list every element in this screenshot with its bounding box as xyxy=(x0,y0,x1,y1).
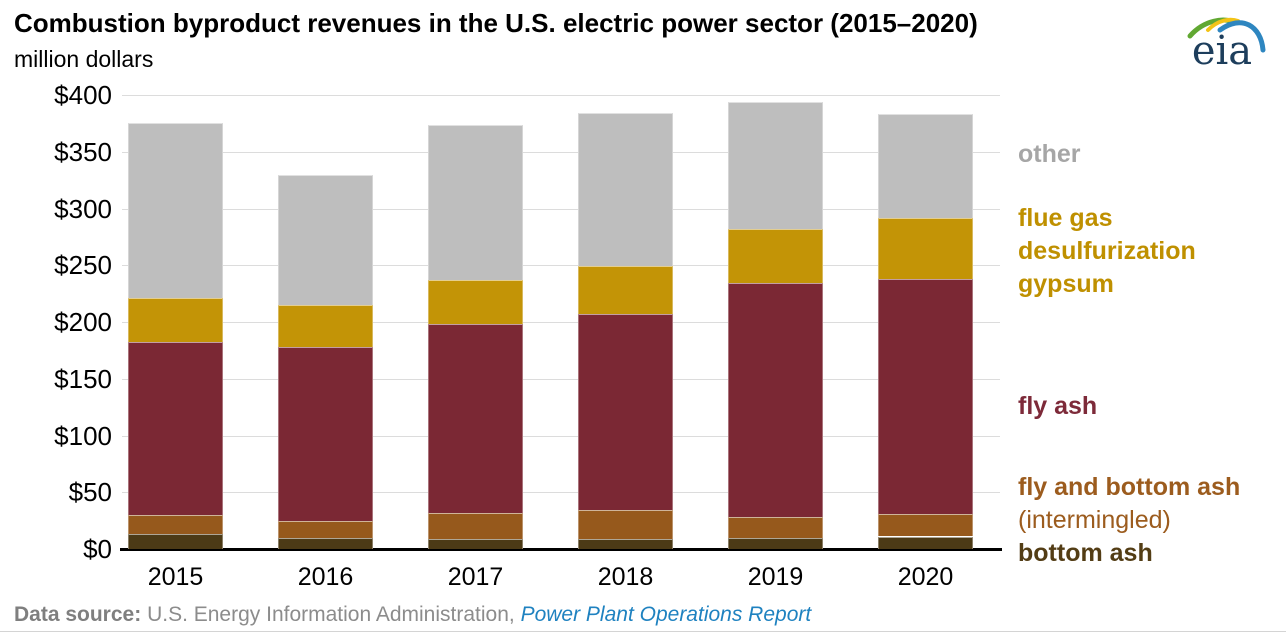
bar-segment-fly-ash-2017 xyxy=(428,324,523,513)
gridline-200 xyxy=(122,322,1000,323)
legend-item-bottom-ash: bottom ash xyxy=(1018,537,1286,570)
gridline-150 xyxy=(122,378,1000,380)
y-tick-label-50: $50 xyxy=(68,477,112,508)
bar-segment-flue-gas-desulfurization-gypsum-2020 xyxy=(878,217,973,279)
x-axis-line xyxy=(120,548,1002,551)
chart-title: Combustion byproduct revenues in the U.S… xyxy=(14,8,978,38)
gridline-100 xyxy=(122,435,1000,437)
bar-segment-fly-and-bottom-ash-intermingled-2015 xyxy=(128,515,223,535)
y-tick-label-100: $100 xyxy=(54,420,112,451)
y-tick-label-300: $300 xyxy=(54,193,112,224)
x-tick-label-2017: 2017 xyxy=(447,563,504,591)
bar-segment-other-2020 xyxy=(878,114,973,218)
logo-text: eia xyxy=(1192,28,1252,74)
bar-segment-fly-ash-2016 xyxy=(278,347,373,521)
y-tick-label-200: $200 xyxy=(54,307,112,337)
bar-segment-bottom-ash-2019 xyxy=(728,537,823,549)
legend-label-bottom-ash: bottom ash xyxy=(1018,539,1153,567)
bar-segment-flue-gas-desulfurization-gypsum-2015 xyxy=(128,298,223,343)
x-tick-label-2018: 2018 xyxy=(597,563,654,591)
chart-subtitle: million dollars xyxy=(14,46,154,72)
bar-segment-flue-gas-desulfurization-gypsum-2016 xyxy=(278,305,373,347)
bar-segment-bottom-ash-2018 xyxy=(578,538,673,549)
gridline-250 xyxy=(122,265,1000,267)
legend-label-fly-and-bottom-ash: fly and bottom ash xyxy=(1018,473,1241,501)
data-source-text: U.S. Energy Information Administration, xyxy=(147,603,521,626)
bar-segment-bottom-ash-2017 xyxy=(428,538,523,549)
legend-label-gypsum: gypsum xyxy=(1018,270,1114,298)
legend-label-intermingled: (intermingled) xyxy=(1018,506,1171,534)
x-tick-label-2015: 2015 xyxy=(147,563,204,591)
legend-item-other: other xyxy=(1018,138,1286,171)
legend-label-fly-ash: fly ash xyxy=(1018,392,1098,420)
data-source-label: Data source: xyxy=(14,603,142,626)
bar-segment-fly-ash-2015 xyxy=(128,342,223,515)
y-tick-label-150: $150 xyxy=(54,363,112,394)
gridline-300 xyxy=(122,208,1000,210)
bar-segment-fly-ash-2020 xyxy=(878,278,973,514)
eia-logo: eia xyxy=(1176,6,1268,76)
footer: Data source: U.S. Energy Information Adm… xyxy=(14,603,811,627)
report-link[interactable]: Power Plant Operations Report xyxy=(520,603,812,626)
bar-segment-fly-and-bottom-ash-intermingled-2017 xyxy=(428,512,523,539)
bar-segment-other-2018 xyxy=(578,113,673,267)
x-tick-label-2016: 2016 xyxy=(297,563,354,591)
legend-item-flue-gas: flue gas desulfurization gypsum xyxy=(1018,202,1286,301)
y-tick-label-250: $250 xyxy=(54,250,112,281)
eia-logo-svg: eia xyxy=(1187,17,1266,74)
legend-item-fly-and-bottom-ash: fly and bottom ash (intermingled) xyxy=(1018,471,1286,537)
x-tick-label-2019: 2019 xyxy=(747,563,804,591)
bar-segment-other-2015 xyxy=(128,123,223,299)
gridline-350 xyxy=(122,151,1000,153)
bar-segment-other-2019 xyxy=(728,101,823,229)
bar-segment-bottom-ash-2020 xyxy=(878,536,973,549)
bar-segment-fly-ash-2019 xyxy=(728,283,823,518)
bar-segment-bottom-ash-2016 xyxy=(278,537,373,549)
bar-segment-bottom-ash-2015 xyxy=(128,534,223,549)
legend-label-flue-gas: flue gas xyxy=(1018,204,1113,232)
gridline-400 xyxy=(122,95,1000,96)
bar-segment-fly-and-bottom-ash-intermingled-2019 xyxy=(728,517,823,538)
y-tick-label-0: $0 xyxy=(83,534,112,564)
bar-segment-other-2017 xyxy=(428,124,523,280)
x-tick-label-2020: 2020 xyxy=(897,563,954,591)
bar-segment-fly-and-bottom-ash-intermingled-2016 xyxy=(278,520,373,538)
logo-blue-arc xyxy=(1217,20,1266,53)
bar-segment-fly-and-bottom-ash-intermingled-2018 xyxy=(578,510,673,539)
bar-segment-flue-gas-desulfurization-gypsum-2019 xyxy=(728,228,823,284)
legend-label-desulfurization: desulfurization xyxy=(1018,237,1196,265)
bar-segment-fly-ash-2018 xyxy=(578,314,673,511)
gridline-50 xyxy=(122,492,1000,494)
bar-segment-flue-gas-desulfurization-gypsum-2017 xyxy=(428,280,523,325)
legend-label-other: other xyxy=(1018,140,1081,168)
bar-segment-other-2016 xyxy=(278,174,373,305)
y-tick-label-350: $350 xyxy=(54,136,112,167)
y-tick-label-400: $400 xyxy=(54,80,112,110)
footer-divider xyxy=(0,631,1286,632)
bar-segment-flue-gas-desulfurization-gypsum-2018 xyxy=(578,266,673,315)
bar-segment-fly-and-bottom-ash-intermingled-2020 xyxy=(878,513,973,537)
legend-item-fly-ash: fly ash xyxy=(1018,390,1286,423)
